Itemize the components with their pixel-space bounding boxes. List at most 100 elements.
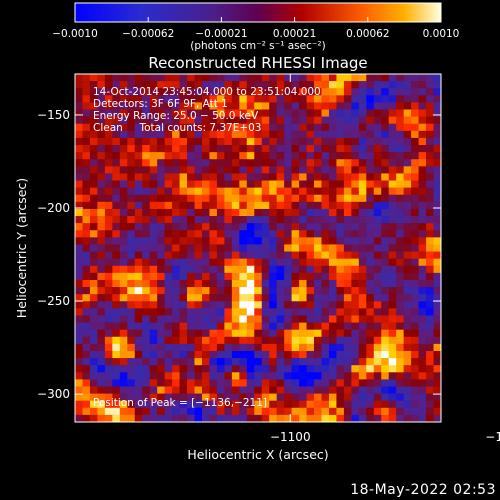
heatmap-cell	[216, 216, 225, 224]
heatmap-cell	[291, 223, 300, 231]
heatmap-cell	[239, 237, 248, 245]
heatmap-cell	[172, 365, 180, 373]
heatmap-cell	[82, 336, 91, 345]
heatmap-cell	[82, 315, 91, 323]
heatmap-cell	[358, 74, 367, 82]
heatmap-cell	[328, 287, 337, 295]
heatmap-cell	[149, 74, 158, 82]
heatmap-cell	[216, 265, 225, 274]
heatmap-cell	[201, 137, 210, 146]
heatmap-cell	[134, 237, 143, 245]
heatmap-cell	[299, 237, 307, 245]
heatmap-cell	[149, 414, 158, 423]
heatmap-cell	[127, 336, 136, 345]
heatmap-cell	[381, 102, 390, 110]
heatmap-cell	[269, 180, 277, 188]
heatmap-cell	[187, 137, 195, 146]
heatmap-cell	[284, 386, 292, 394]
heatmap-cell	[172, 152, 180, 160]
heatmap-cell	[142, 152, 150, 160]
heatmap-cell	[134, 322, 143, 330]
heatmap-cell	[142, 251, 150, 259]
heatmap-cell	[314, 208, 322, 217]
heatmap-cell	[201, 358, 210, 366]
heatmap-cell	[209, 301, 218, 309]
heatmap-cell	[246, 159, 255, 167]
heatmap-cell	[187, 81, 195, 89]
heatmap-cell	[239, 336, 248, 345]
heatmap-cell	[299, 116, 307, 125]
heatmap-cell	[433, 386, 442, 394]
heatmap-cell	[269, 173, 277, 181]
heatmap-cell	[284, 123, 292, 132]
heatmap-cell	[127, 272, 136, 281]
heatmap-cell	[187, 414, 195, 423]
heatmap-cell	[201, 265, 210, 274]
heatmap-cell	[373, 301, 382, 309]
heatmap-cell	[187, 216, 195, 224]
heatmap-cell	[373, 81, 382, 89]
annotation-energy: Energy Range: 25.0 − 50.0 keV	[93, 110, 259, 122]
heatmap-cell	[276, 251, 285, 259]
heatmap-cell	[284, 372, 292, 380]
heatmap-cell	[291, 301, 300, 309]
heatmap-cell	[388, 145, 397, 153]
heatmap-cell	[276, 201, 285, 210]
heatmap-cell	[269, 322, 277, 330]
heatmap-cell	[134, 166, 143, 174]
heatmap-cell	[112, 74, 121, 82]
heatmap-cell	[306, 265, 315, 274]
heatmap-cell	[418, 386, 427, 394]
heatmap-cell	[403, 130, 412, 139]
heatmap-cell	[201, 81, 210, 89]
heatmap-cell	[224, 201, 233, 210]
heatmap-cell	[104, 343, 113, 352]
heatmap-cell	[75, 237, 83, 245]
heatmap-cell	[254, 279, 263, 288]
heatmap-cell	[239, 102, 248, 110]
heatmap-cell	[306, 81, 315, 89]
heatmap-cell	[172, 187, 180, 196]
heatmap-cell	[112, 315, 121, 323]
heatmap-cell	[321, 201, 330, 210]
heatmap-cell	[149, 400, 158, 409]
heatmap-cell	[75, 223, 83, 231]
heatmap-cell	[388, 194, 397, 203]
heatmap-cell	[373, 109, 382, 117]
heatmap-cell	[89, 180, 98, 188]
heatmap-cell	[134, 258, 143, 267]
x-tick-label: −1050	[485, 430, 500, 444]
heatmap-cell	[291, 88, 300, 96]
heatmap-cell	[224, 308, 233, 316]
heatmap-cell	[231, 81, 240, 89]
heatmap-cell	[187, 208, 195, 217]
heatmap-cell	[366, 152, 375, 160]
heatmap-cell	[373, 279, 382, 288]
heatmap-cell	[134, 393, 143, 401]
heatmap-cell	[231, 116, 240, 125]
heatmap-cell	[142, 350, 150, 359]
heatmap-cell	[426, 173, 434, 181]
heatmap-cell	[89, 358, 98, 366]
heatmap-cell	[194, 116, 203, 125]
heatmap-cell	[224, 315, 233, 323]
heatmap-cell	[366, 180, 375, 188]
heatmap-cell	[149, 194, 158, 203]
heatmap-cell	[127, 301, 136, 309]
heatmap-cell	[299, 365, 307, 373]
heatmap-cell	[246, 201, 255, 210]
heatmap-cell	[299, 258, 307, 267]
heatmap-cell	[328, 393, 337, 401]
heatmap-cell	[82, 258, 91, 267]
heatmap-cell	[142, 279, 150, 288]
heatmap-cell	[314, 216, 322, 224]
heatmap-cell	[179, 365, 188, 373]
heatmap-cell	[433, 230, 442, 238]
heatmap-cell	[284, 208, 292, 217]
heatmap-cell	[216, 130, 225, 139]
heatmap-cell	[239, 343, 248, 352]
heatmap-cell	[164, 173, 173, 181]
heatmap-cell	[306, 358, 315, 366]
heatmap-cell	[142, 393, 150, 401]
heatmap-cell	[179, 194, 188, 203]
